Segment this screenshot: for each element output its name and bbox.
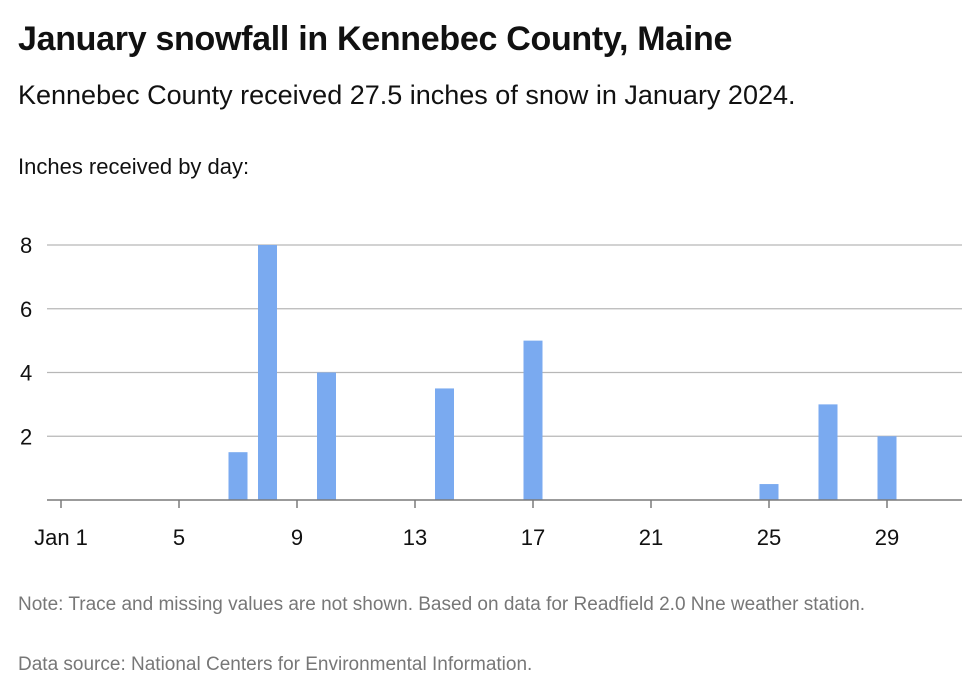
x-tick-label-1: Jan 1 <box>34 525 88 550</box>
bar-jan-7 <box>228 452 248 500</box>
gridlines <box>47 244 962 437</box>
bar-jan-17 <box>523 340 543 500</box>
bar-chart: 2 4 6 8 Jan 1 5 9 13 17 21 25 29 <box>20 233 962 550</box>
y-tick-label-4: 4 <box>20 361 32 386</box>
x-tick-label-17: 17 <box>521 525 545 550</box>
bar-jan-14 <box>435 388 454 500</box>
y-tick-label-8: 8 <box>20 233 32 258</box>
data-source: Data source: National Centers for Enviro… <box>18 654 533 675</box>
y-tick-label-6: 6 <box>20 297 32 322</box>
y-tick-labels: 2 4 6 8 <box>20 233 32 449</box>
x-tick-label-13: 13 <box>403 525 427 550</box>
chart-note: Note: Trace and missing values are not s… <box>18 594 866 615</box>
chart-title: January snowfall in Kennebec County, Mai… <box>18 20 733 58</box>
x-tick-label-21: 21 <box>639 525 663 550</box>
bars <box>228 245 897 500</box>
chart-subtitle: Kennebec County received 27.5 inches of … <box>18 80 796 110</box>
y-tick-label-2: 2 <box>20 424 32 449</box>
bar-jan-25 <box>759 484 779 500</box>
x-tick-label-29: 29 <box>875 525 899 550</box>
bar-jan-10 <box>317 372 336 500</box>
x-ticks: Jan 1 5 9 13 17 21 25 29 <box>34 500 899 550</box>
bar-jan-27 <box>818 404 838 500</box>
bar-jan-29 <box>877 436 897 500</box>
y-axis-label: Inches received by day: <box>18 154 250 179</box>
bar-jan-8 <box>258 245 277 500</box>
x-tick-label-25: 25 <box>757 525 781 550</box>
x-tick-label-5: 5 <box>173 525 185 550</box>
x-tick-label-9: 9 <box>291 525 303 550</box>
